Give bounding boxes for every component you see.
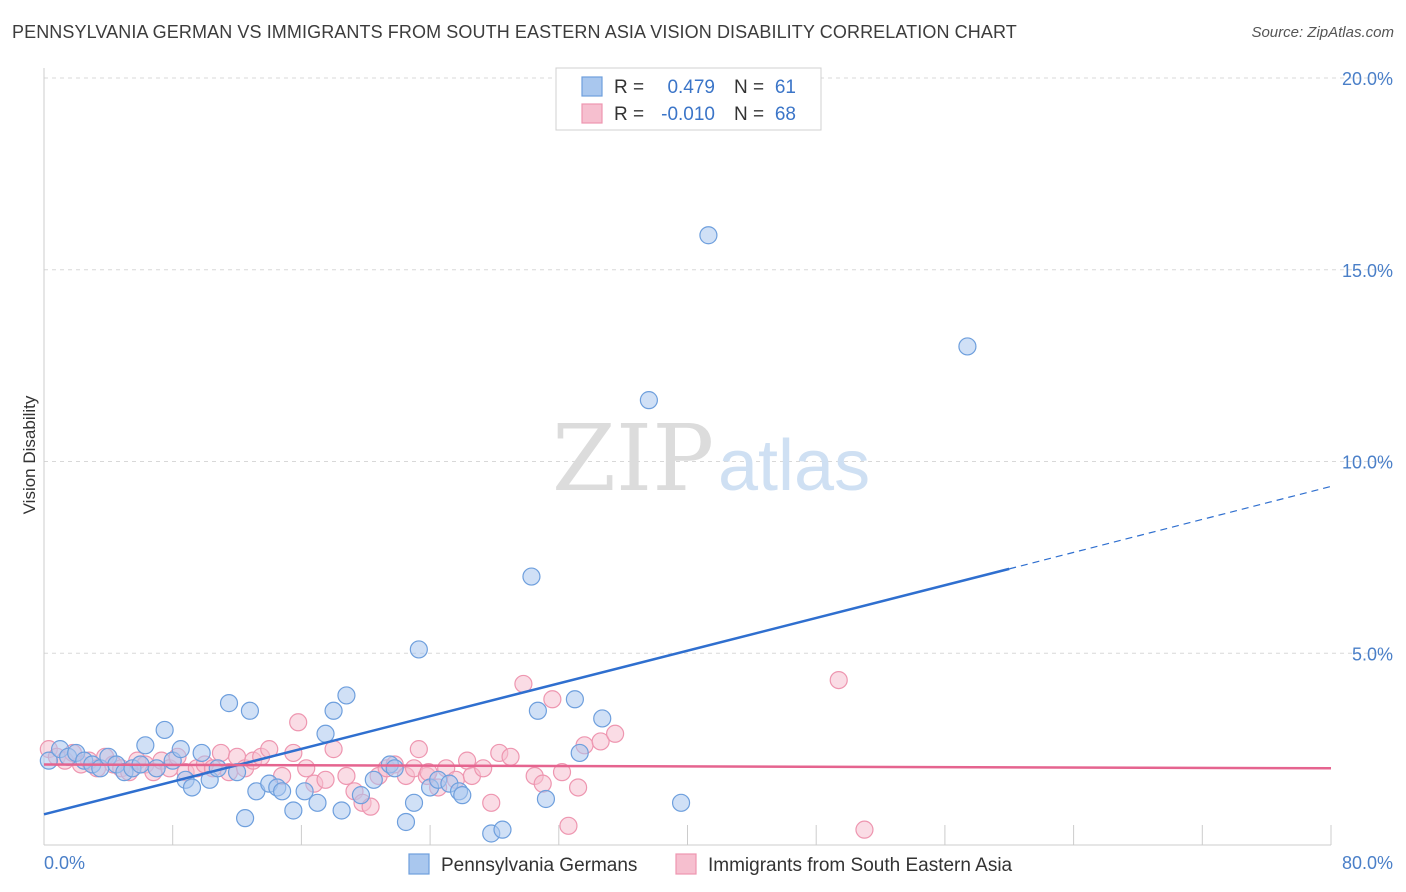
legend-r-value-blue: 0.479 (667, 77, 715, 98)
y-tick-label-15: 15.0% (1342, 261, 1393, 281)
data-point-blue (522, 567, 541, 586)
y-tick-label-10: 10.0% (1342, 453, 1393, 473)
gridlines (44, 77, 1391, 654)
data-point-blue (570, 743, 589, 763)
data-point-blue (404, 793, 424, 812)
watermark-zip: ZIP (552, 405, 714, 512)
data-point-blue (593, 709, 612, 728)
data-point-pink (591, 732, 610, 751)
data-point-pink (482, 793, 501, 812)
data-point-pink (552, 763, 572, 782)
data-point-blue (219, 694, 239, 713)
data-point-blue (528, 701, 547, 720)
data-point-pink (543, 690, 562, 709)
data-point-blue (639, 391, 658, 410)
source-credit: Source: ZipAtlas.com (1251, 24, 1394, 41)
data-point-blue (171, 740, 190, 759)
data-point-blue (227, 763, 247, 782)
trend-lines (43, 485, 1332, 816)
data-point-blue (182, 778, 202, 797)
legend-swatch-pink (581, 103, 603, 124)
data-point-pink (606, 724, 625, 743)
data-point-pink (289, 713, 308, 732)
data-point-blue (295, 782, 314, 801)
trend-line-blue-extension (1009, 485, 1332, 570)
data-point-pink (474, 759, 493, 778)
y-tick-label-5: 5.0% (1352, 644, 1393, 664)
data-point-blue (284, 801, 303, 820)
y-tick-labels: 5.0% 10.0% 15.0% 20.0% (1342, 69, 1393, 664)
data-point-blue (396, 812, 416, 832)
stats-legend: R = 0.479 N = 61 R = -0.010 N = 68 (555, 67, 822, 131)
data-point-pink (829, 670, 848, 690)
data-point-blue (136, 736, 155, 755)
data-point-blue (235, 809, 255, 828)
data-point-pink (501, 747, 520, 766)
data-point-pink (316, 770, 335, 789)
data-point-blue (155, 720, 174, 740)
axes (43, 68, 1332, 846)
data-point-pink (855, 820, 874, 839)
data-point-blue (192, 743, 211, 763)
series-legend-swatch-pink (675, 853, 697, 875)
data-point-blue (364, 770, 383, 789)
data-point-blue (147, 759, 166, 778)
data-point-blue (536, 789, 556, 809)
trend-line-blue (43, 567, 1010, 816)
legend-r-label-pink: R = (614, 104, 644, 125)
data-point-pink (559, 816, 578, 835)
y-axis-title: Vision Disability (20, 395, 39, 514)
series-legend-label-blue: Pennsylvania Germans (441, 855, 637, 876)
data-point-blue (324, 701, 343, 720)
y-tick-label-20: 20.0% (1342, 69, 1393, 89)
data-point-blue (699, 226, 718, 245)
data-point-blue (671, 793, 691, 812)
trend-line-pink (43, 763, 1332, 770)
series-legend: Pennsylvania Germans Immigrants from Sou… (408, 853, 1013, 876)
data-point-blue (493, 820, 512, 839)
data-point-pink (337, 766, 356, 786)
data-point-blue (385, 759, 404, 778)
data-point-pink (409, 740, 428, 759)
legend-r-label-blue: R = (614, 77, 644, 98)
series-legend-label-pink: Immigrants from South Eastern Asia (708, 855, 1013, 876)
data-point-pink (569, 778, 588, 797)
x-tick-label-right: 80.0% (1342, 853, 1393, 873)
x-tick-label-left: 0.0% (44, 853, 85, 873)
data-point-pink (211, 743, 231, 763)
data-point-blue (316, 724, 335, 743)
watermark: ZIP atlas (552, 405, 870, 512)
chart-title: PENNSYLVANIA GERMAN VS IMMIGRANTS FROM S… (12, 22, 1017, 42)
data-point-blue (453, 786, 472, 805)
legend-n-label-pink: N = (734, 104, 764, 125)
legend-n-label-blue: N = (734, 77, 764, 98)
legend-n-value-blue: 61 (775, 77, 796, 98)
data-point-blue (272, 782, 292, 801)
legend-n-value-pink: 68 (775, 104, 796, 125)
series-legend-swatch-blue (408, 853, 430, 875)
data-point-pink (297, 759, 316, 778)
data-point-blue (332, 801, 351, 820)
data-point-blue (351, 786, 371, 805)
data-point-blue (409, 640, 428, 659)
legend-r-value-pink: -0.010 (661, 104, 715, 125)
data-point-blue (958, 337, 977, 356)
data-point-blue (308, 793, 327, 812)
data-point-blue (240, 701, 260, 720)
legend-swatch-blue (581, 76, 603, 97)
watermark-atlas: atlas (718, 426, 870, 506)
data-point-pink (533, 774, 552, 793)
data-point-blue (337, 686, 356, 705)
series-pink-points (39, 670, 874, 839)
data-point-blue (565, 690, 584, 709)
series-blue-points (39, 226, 977, 843)
